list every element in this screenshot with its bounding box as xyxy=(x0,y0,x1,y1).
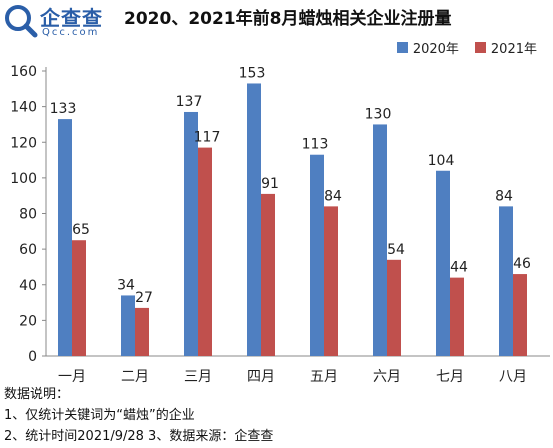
x-tick-label: 二月 xyxy=(121,369,149,384)
data-label-2020: 113 xyxy=(302,137,329,153)
y-tick-label: 40 xyxy=(19,278,37,294)
data-label-2021: 84 xyxy=(324,188,342,204)
logo-text: 企查查 xyxy=(40,6,103,30)
data-label-2020: 34 xyxy=(117,277,135,293)
chart-title: 2020、2021年前8月蜡烛相关企业注册量 xyxy=(124,9,452,29)
logo-subtext: Qcc.com xyxy=(42,27,100,38)
chart-header: 企查查 Qcc.com 2020、2021年前8月蜡烛相关企业注册量 xyxy=(0,0,553,40)
y-tick-label: 0 xyxy=(28,349,37,365)
bar-2021 xyxy=(324,206,338,356)
chart-legend: 2020年 2021年 xyxy=(396,38,537,57)
data-label-2021: 27 xyxy=(135,290,153,306)
data-label-2021: 91 xyxy=(261,176,279,192)
data-label-2021: 65 xyxy=(72,222,90,238)
bar-2021 xyxy=(72,240,86,356)
data-label-2020: 137 xyxy=(176,94,203,110)
y-tick-label: 100 xyxy=(10,171,37,187)
bar-2020 xyxy=(184,111,198,356)
bar-2021 xyxy=(198,147,212,356)
y-tick-label: 160 xyxy=(10,64,37,80)
y-tick-label: 20 xyxy=(19,313,37,329)
x-tick-label: 七月 xyxy=(436,369,464,384)
x-tick-label: 一月 xyxy=(58,369,86,384)
x-tick-label: 四月 xyxy=(247,369,275,384)
bar-2020 xyxy=(499,206,513,356)
y-tick-label: 60 xyxy=(19,242,37,258)
bar-2020 xyxy=(310,154,324,356)
x-tick-label: 三月 xyxy=(184,369,212,384)
legend-item-2021: 2021年 xyxy=(474,38,537,57)
bar-2021 xyxy=(261,193,275,356)
bar-2021 xyxy=(513,274,527,356)
x-tick-label: 六月 xyxy=(373,369,401,384)
x-tick-label: 五月 xyxy=(310,369,338,384)
legend-item-2020: 2020年 xyxy=(396,38,459,57)
data-label-2020: 153 xyxy=(239,65,266,81)
data-label-2021: 44 xyxy=(450,260,468,276)
bar-2021 xyxy=(450,277,464,356)
qcc-logo: 企查查 Qcc.com xyxy=(2,2,120,40)
x-tick-label: 八月 xyxy=(499,369,527,384)
y-tick-label: 140 xyxy=(10,100,37,116)
data-label-2020: 130 xyxy=(365,106,392,122)
data-label-2021: 54 xyxy=(387,242,405,258)
magnifier-logo-icon xyxy=(5,5,38,38)
legend-swatch-2020 xyxy=(396,42,408,53)
data-label-2020: 133 xyxy=(50,101,77,117)
bar-2021 xyxy=(135,307,149,356)
data-label-2020: 104 xyxy=(428,153,455,169)
y-tick-label: 80 xyxy=(19,207,37,223)
bar-2020 xyxy=(58,119,72,356)
bar-2020 xyxy=(373,124,387,356)
bar-2020 xyxy=(121,295,135,356)
notes-line-2: 2、统计时间2021/9/28 3、数据来源：企查查 xyxy=(4,429,274,444)
data-label-2020: 84 xyxy=(495,188,513,204)
legend-label-2021: 2021年 xyxy=(490,42,537,57)
data-label-2021: 46 xyxy=(513,256,531,272)
legend-label-2020: 2020年 xyxy=(412,42,459,57)
notes-line-1: 1、仅统计关键词为“蜡烛”的企业 xyxy=(4,408,195,423)
notes-heading: 数据说明： xyxy=(4,387,70,402)
bar-2021 xyxy=(387,259,401,356)
bar-2020 xyxy=(247,83,261,356)
bar-2020 xyxy=(436,170,450,356)
data-label-2021: 117 xyxy=(194,130,221,146)
legend-swatch-2021 xyxy=(474,42,486,53)
data-notes: 数据说明： 1、仅统计关键词为“蜡烛”的企业 2、统计时间2021/9/28 3… xyxy=(4,384,273,447)
y-tick-label: 120 xyxy=(10,135,37,151)
